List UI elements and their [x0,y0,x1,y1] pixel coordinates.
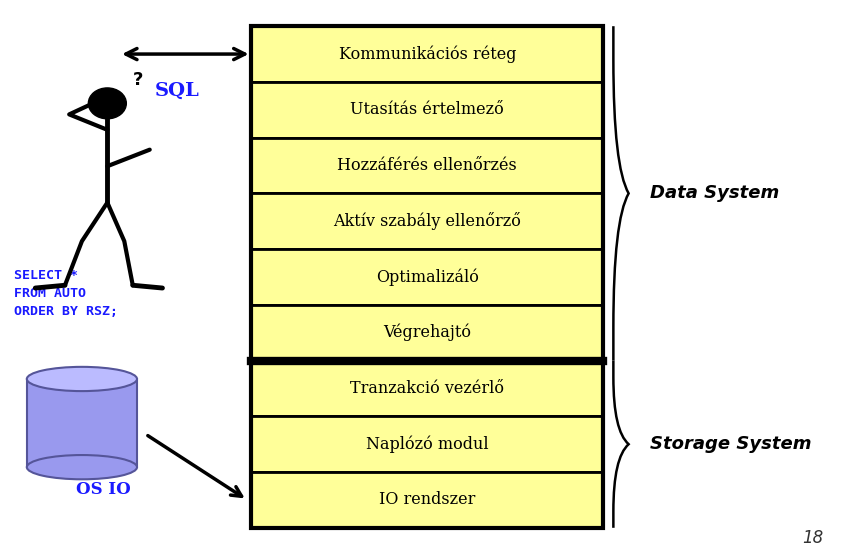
Text: Optimalizáló: Optimalizáló [376,268,479,286]
Ellipse shape [27,367,137,391]
Bar [27,379,137,467]
Bar [252,249,603,305]
Bar [252,361,603,417]
Text: OS IO: OS IO [75,481,130,498]
Text: IO rendszer: IO rendszer [379,491,475,509]
Text: SQL: SQL [154,81,199,100]
Text: Tranzakció vezérlő: Tranzakció vezérlő [350,380,504,397]
Ellipse shape [27,455,137,479]
Ellipse shape [88,88,127,119]
Bar [252,193,603,249]
Bar [252,472,603,528]
Bar [252,26,603,82]
Text: Data System: Data System [650,184,779,202]
Text: ?: ? [133,71,144,89]
Text: Kommunikációs réteg: Kommunikációs réteg [339,45,516,63]
Bar [252,82,603,137]
Text: SELECT *
FROM AUTO
ORDER BY RSZ;: SELECT * FROM AUTO ORDER BY RSZ; [14,269,118,318]
Text: Storage System: Storage System [650,435,811,453]
Bar [252,417,603,472]
Bar [252,137,603,193]
Text: Végrehajtó: Végrehajtó [383,324,472,341]
Text: 18: 18 [802,529,823,547]
Bar [252,26,603,528]
Text: Aktív szabály ellenőrző: Aktív szabály ellenőrző [333,212,521,230]
Text: Hozzáférés ellenőrzés: Hozzáférés ellenőrzés [337,157,517,174]
Text: Utasítás értelmező: Utasítás értelmező [350,101,504,119]
Text: Naplózó modul: Naplózó modul [366,435,489,453]
Bar [252,305,603,361]
